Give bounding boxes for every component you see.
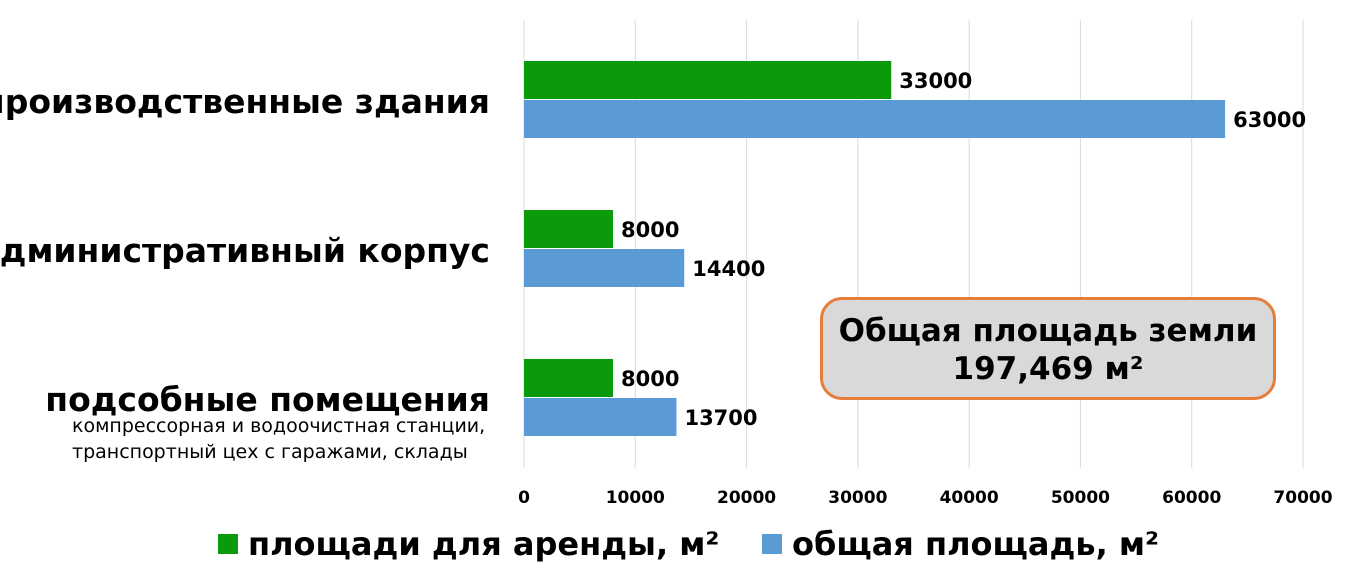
callout-title: Общая площадь земли bbox=[838, 313, 1258, 349]
legend-item-total-area: общая площадь, м² bbox=[762, 525, 1159, 563]
x-tick-label: 0 bbox=[518, 488, 530, 508]
x-tick-label: 50000 bbox=[1051, 488, 1110, 508]
legend-label-rental-area: площади для аренды, м² bbox=[248, 525, 720, 563]
data-label: 63000 bbox=[1233, 108, 1306, 132]
legend-swatch-rental-area bbox=[218, 534, 238, 554]
legend-item-rental-area: площади для аренды, м² bbox=[218, 525, 719, 563]
data-label: 13700 bbox=[684, 406, 757, 430]
bar bbox=[524, 100, 1226, 138]
data-label: 14400 bbox=[692, 257, 765, 281]
legend-swatch-total-area bbox=[762, 534, 782, 554]
category-label-admin-building: административный корпус bbox=[0, 231, 490, 270]
data-label: 33000 bbox=[899, 69, 972, 93]
callout-value: 197,469 м² bbox=[952, 351, 1144, 387]
category-label-auxiliary-rooms: подсобные помещения bbox=[45, 380, 490, 419]
total-land-area-callout: Общая площадь земли 197,469 м² bbox=[820, 297, 1276, 400]
category-label-production-buildings: производственные здания bbox=[0, 82, 490, 121]
x-tick-label: 20000 bbox=[717, 488, 776, 508]
x-tick-label: 30000 bbox=[828, 488, 887, 508]
bar bbox=[524, 398, 677, 436]
chart-legend: площади для аренды, м² общая площадь, м² bbox=[0, 525, 1353, 565]
data-label: 8000 bbox=[621, 367, 679, 391]
x-tick-label: 10000 bbox=[606, 488, 665, 508]
bar bbox=[524, 61, 892, 99]
data-label: 8000 bbox=[621, 218, 679, 242]
x-tick-label: 60000 bbox=[1162, 488, 1221, 508]
bar bbox=[524, 359, 614, 397]
bar bbox=[524, 210, 614, 248]
x-tick-label: 70000 bbox=[1273, 488, 1332, 508]
legend-label-total-area: общая площадь, м² bbox=[792, 525, 1160, 563]
category-note-auxiliary-rooms: компрессорная и водоочистная станции, тр… bbox=[72, 415, 486, 463]
x-tick-label: 40000 bbox=[940, 488, 999, 508]
bar bbox=[524, 249, 685, 287]
